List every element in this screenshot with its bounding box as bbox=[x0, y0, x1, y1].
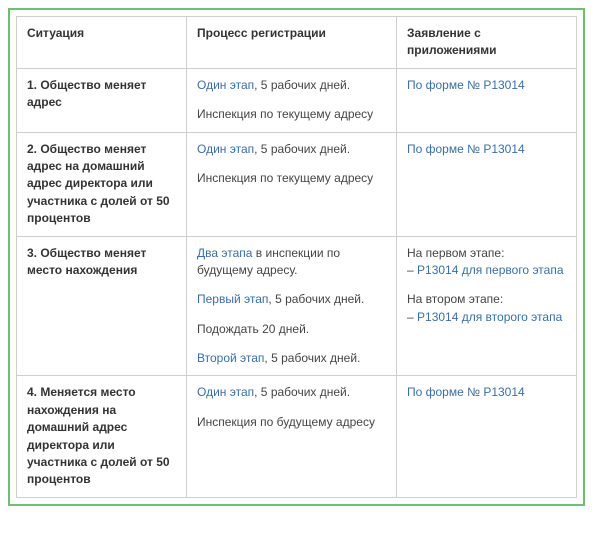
situations-table: Ситуация Процесс регистрации Заявление с… bbox=[16, 16, 577, 498]
stage-label: На первом этапе: bbox=[407, 245, 566, 262]
dash: – bbox=[407, 310, 417, 324]
process-stage-link[interactable]: Один этап bbox=[197, 78, 254, 92]
form-link[interactable]: По форме № Р13014 bbox=[407, 78, 525, 92]
situation-cell: 2. Общество меняет адрес на домашний адр… bbox=[17, 132, 187, 236]
process-text: , 5 рабочих дней. bbox=[268, 292, 364, 306]
header-application: Заявление с приложениями bbox=[397, 17, 577, 69]
application-cell: На первом этапе: – Р13014 для первого эт… bbox=[397, 236, 577, 376]
process-text: Подождать 20 дней. bbox=[197, 321, 386, 338]
situation-cell: 4. Меняется место нахождения на домашний… bbox=[17, 376, 187, 497]
dash: – bbox=[407, 263, 417, 277]
process-text: , 5 рабочих дней. bbox=[264, 351, 360, 365]
process-text: Инспекция по будущему адресу bbox=[197, 414, 386, 431]
process-text: Инспекция по текущему адресу bbox=[197, 170, 386, 187]
application-cell: По форме № Р13014 bbox=[397, 68, 577, 132]
table-frame: Ситуация Процесс регистрации Заявление с… bbox=[8, 8, 585, 506]
table-header-row: Ситуация Процесс регистрации Заявление с… bbox=[17, 17, 577, 69]
process-text: , 5 рабочих дней. bbox=[254, 78, 350, 92]
form-link[interactable]: Р13014 для второго этапа bbox=[417, 310, 562, 324]
process-stage-link[interactable]: Один этап bbox=[197, 385, 254, 399]
process-stage-link[interactable]: Второй этап bbox=[197, 351, 264, 365]
header-situation: Ситуация bbox=[17, 17, 187, 69]
process-stage-link[interactable]: Первый этап bbox=[197, 292, 268, 306]
form-link[interactable]: Р13014 для первого этапа bbox=[417, 263, 564, 277]
situation-cell: 1. Общество меняет адрес bbox=[17, 68, 187, 132]
process-text: , 5 рабочих дней. bbox=[254, 385, 350, 399]
process-cell: Один этап, 5 рабочих дней. Инспекция по … bbox=[187, 68, 397, 132]
table-row: 4. Меняется место нахождения на домашний… bbox=[17, 376, 577, 497]
table-row: 2. Общество меняет адрес на домашний адр… bbox=[17, 132, 577, 236]
situation-cell: 3. Общество меняет место нахождения bbox=[17, 236, 187, 376]
stage-label: На втором этапе: bbox=[407, 291, 566, 308]
process-text: Инспекция по текущему адресу bbox=[197, 106, 386, 123]
form-link[interactable]: По форме № Р13014 bbox=[407, 142, 525, 156]
table-row: 3. Общество меняет место нахождения Два … bbox=[17, 236, 577, 376]
table-row: 1. Общество меняет адрес Один этап, 5 ра… bbox=[17, 68, 577, 132]
application-cell: По форме № Р13014 bbox=[397, 132, 577, 236]
process-cell: Один этап, 5 рабочих дней. Инспекция по … bbox=[187, 132, 397, 236]
process-stage-link[interactable]: Два этапа bbox=[197, 246, 252, 260]
process-cell: Два этапа в инспекции по будущему адресу… bbox=[187, 236, 397, 376]
process-text: , 5 рабочих дней. bbox=[254, 142, 350, 156]
process-cell: Один этап, 5 рабочих дней. Инспекция по … bbox=[187, 376, 397, 497]
process-stage-link[interactable]: Один этап bbox=[197, 142, 254, 156]
application-cell: По форме № Р13014 bbox=[397, 376, 577, 497]
header-process: Процесс регистрации bbox=[187, 17, 397, 69]
form-link[interactable]: По форме № Р13014 bbox=[407, 385, 525, 399]
